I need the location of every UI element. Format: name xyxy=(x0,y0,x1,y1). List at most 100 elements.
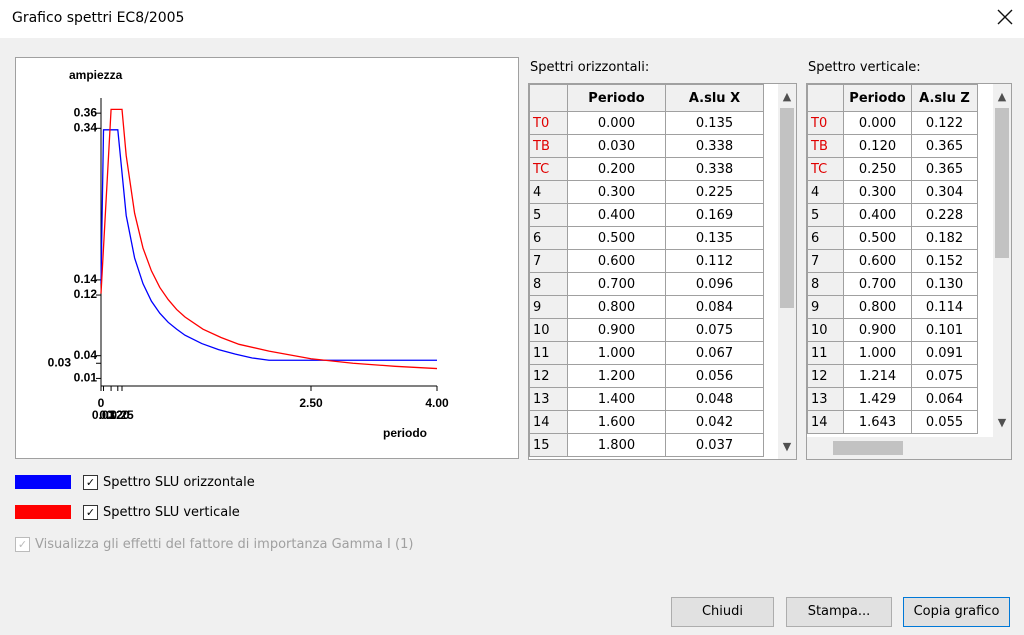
cell: 0.114 xyxy=(911,295,978,319)
row-label: 9 xyxy=(807,295,844,319)
x-tick-label: 0 xyxy=(98,396,105,410)
window-title: Grafico spettri EC8/2005 xyxy=(12,10,185,26)
cell: 0.182 xyxy=(911,226,978,250)
table-row: 7 0.600 0.112 xyxy=(529,249,764,273)
cell: 0.037 xyxy=(665,433,764,457)
h-scrollbar[interactable] xyxy=(807,437,1011,459)
cell: 0.056 xyxy=(665,364,764,388)
table-row: 4 0.300 0.225 xyxy=(529,180,764,204)
row-label: 13 xyxy=(807,387,844,411)
cell: 0.300 xyxy=(567,180,666,204)
table-row: 12 1.214 0.075 xyxy=(807,364,978,388)
cell: 0.042 xyxy=(665,410,764,434)
column-header: Periodo xyxy=(567,84,666,112)
x-tick-label: 0.12 xyxy=(99,408,123,422)
row-label: 6 xyxy=(807,226,844,250)
close-btn[interactable]: Chiudi xyxy=(671,597,774,627)
x-axis-label: periodo xyxy=(383,426,427,440)
cell: 0.122 xyxy=(911,111,978,135)
row-label: TB xyxy=(807,134,844,158)
table-row: TB 0.030 0.338 xyxy=(529,134,764,158)
row-label: T0 xyxy=(529,111,568,135)
row-label: 11 xyxy=(529,341,568,365)
cell: 0.055 xyxy=(911,410,978,434)
column-header: A.slu X xyxy=(665,84,764,112)
row-label: 7 xyxy=(807,249,844,273)
cell: 0.075 xyxy=(911,364,978,388)
table-row: 13 1.429 0.064 xyxy=(807,387,978,411)
cell: 0.064 xyxy=(911,387,978,411)
cell: 0.096 xyxy=(665,272,764,296)
table-row: 8 0.700 0.096 xyxy=(529,272,764,296)
cell: 0.225 xyxy=(665,180,764,204)
cell: 0.084 xyxy=(665,295,764,319)
table-row: T0 0.000 0.122 xyxy=(807,111,978,135)
cell: 0.048 xyxy=(665,387,764,411)
legend-item[interactable]: ✓ Spettro SLU verticale xyxy=(15,502,240,522)
cell: 0.075 xyxy=(665,318,764,342)
y-tick-label: 0.14 xyxy=(74,272,98,286)
cell: 0.500 xyxy=(567,226,666,250)
column-header: A.slu Z xyxy=(911,84,978,112)
scrollbar[interactable]: ▲ ▼ xyxy=(993,84,1011,437)
legend-label: Spettro SLU orizzontale xyxy=(103,474,255,490)
table-row: TB 0.120 0.365 xyxy=(807,134,978,158)
cell: 1.400 xyxy=(567,387,666,411)
importance-checkbox[interactable]: ✓ Visualizza gli effetti del fattore di i… xyxy=(15,534,413,554)
corner-cell xyxy=(807,84,844,112)
cell: 0.091 xyxy=(911,341,978,365)
cell: 0.067 xyxy=(665,341,764,365)
row-label: 7 xyxy=(529,249,568,273)
row-label: 8 xyxy=(529,272,568,296)
cell: 0.300 xyxy=(843,180,912,204)
cell: 0.700 xyxy=(567,272,666,296)
cell: 1.429 xyxy=(843,387,912,411)
close-button[interactable] xyxy=(996,8,1014,26)
cell: 0.250 xyxy=(843,157,912,181)
x-tick-label: 0.03 xyxy=(92,408,116,422)
series-line xyxy=(100,108,438,370)
row-label: 6 xyxy=(529,226,568,250)
cell: 0.228 xyxy=(911,203,978,227)
table-row: 13 1.400 0.048 xyxy=(529,387,764,411)
print-btn[interactable]: Stampa... xyxy=(786,597,892,627)
cell: 0.600 xyxy=(843,249,912,273)
cell: 1.600 xyxy=(567,410,666,434)
table-row: 6 0.500 0.182 xyxy=(807,226,978,250)
series-line xyxy=(100,129,437,361)
x-tick-label: 0.25 xyxy=(110,408,134,422)
table-row: 11 1.000 0.091 xyxy=(807,341,978,365)
row-label: 12 xyxy=(529,364,568,388)
row-label: T0 xyxy=(807,111,844,135)
table-row: 7 0.600 0.152 xyxy=(807,249,978,273)
table-vertical: Periodo A.slu Z T0 0.000 0.122 TB 0.120 0.365 TC… xyxy=(806,83,1012,460)
row-label: TC xyxy=(807,157,844,181)
cell: 0.030 xyxy=(567,134,666,158)
table-title: Spettri orizzontali: xyxy=(530,60,650,75)
checkbox-label: Visualizza gli effetti del fattore di im… xyxy=(35,536,414,552)
corner-cell xyxy=(529,84,568,112)
data-table: Periodo A.slu Z T0 0.000 0.122 TB 0.120 0.365 TC… xyxy=(807,84,978,434)
column-header: Periodo xyxy=(843,84,912,112)
row-label: TB xyxy=(529,134,568,158)
chart: ampiezza periodo 0.360.340.140.120.040.0… xyxy=(48,68,449,440)
cell: 0.900 xyxy=(567,318,666,342)
table-row: 6 0.500 0.135 xyxy=(529,226,764,250)
title-bar: Grafico spettri EC8/2005 xyxy=(0,0,1024,38)
scrollbar[interactable]: ▲ ▼ xyxy=(778,84,796,459)
table-row: 10 0.900 0.075 xyxy=(529,318,764,342)
cell: 0.304 xyxy=(911,180,978,204)
cell: 0.152 xyxy=(911,249,978,273)
table-row: 15 1.800 0.037 xyxy=(529,433,764,457)
row-label: 9 xyxy=(529,295,568,319)
table-row: 14 1.600 0.042 xyxy=(529,410,764,434)
legend-item[interactable]: ✓ Spettro SLU orizzontale xyxy=(15,472,255,492)
row-label: 13 xyxy=(529,387,568,411)
copy-btn[interactable]: Copia grafico xyxy=(903,597,1010,627)
row-label: 8 xyxy=(807,272,844,296)
table-row: 11 1.000 0.067 xyxy=(529,341,764,365)
table-row: TC 0.200 0.338 xyxy=(529,157,764,181)
cell: 0.365 xyxy=(911,157,978,181)
cell: 0.101 xyxy=(911,318,978,342)
cell: 0.000 xyxy=(843,111,912,135)
